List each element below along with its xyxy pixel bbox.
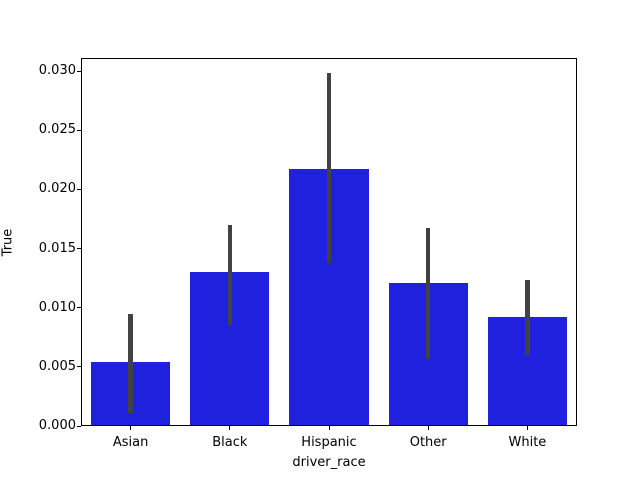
x-tick-label-hispanic: Hispanic: [301, 435, 357, 450]
x-tick-mark-other: [427, 426, 429, 430]
y-tick-label-0.010: 0.010: [38, 299, 76, 315]
y-tick-mark-0.000: [77, 425, 81, 427]
y-tick-mark-0.020: [77, 188, 81, 190]
x-tick-mark-black: [229, 426, 231, 430]
x-tick-mark-asian: [130, 426, 132, 430]
x-tick-label-asian: Asian: [112, 435, 149, 450]
y-tick-mark-0.010: [77, 307, 81, 309]
y-tick-mark-0.025: [77, 129, 81, 131]
x-tick-label-other: Other: [409, 435, 447, 450]
error-bar-black: [227, 224, 233, 326]
y-tick-label-0.005: 0.005: [38, 358, 76, 374]
y-tick-mark-0.030: [77, 70, 81, 72]
y-axis-label: True: [0, 228, 16, 257]
error-bar-asian: [128, 313, 133, 413]
y-tick-mark-0.005: [77, 366, 81, 368]
y-tick-label-0.020: 0.020: [38, 181, 76, 197]
y-tick-label-0.000: 0.000: [38, 418, 76, 433]
x-tick-label-white: White: [508, 435, 547, 450]
y-tick-label-0.015: 0.015: [38, 240, 76, 256]
x-tick-mark-white: [526, 426, 528, 430]
x-tick-mark-hispanic: [328, 426, 330, 430]
x-tick-label-black: Black: [212, 435, 248, 450]
error-bar-white: [525, 280, 530, 355]
y-tick-mark-0.015: [77, 248, 81, 249]
error-bar-other: [425, 228, 431, 359]
y-tick-label-0.025: 0.025: [38, 122, 76, 138]
x-axis-label: driver_race: [292, 455, 366, 470]
y-tick-label-0.030: 0.030: [38, 63, 76, 79]
error-bar-hispanic: [326, 73, 332, 263]
